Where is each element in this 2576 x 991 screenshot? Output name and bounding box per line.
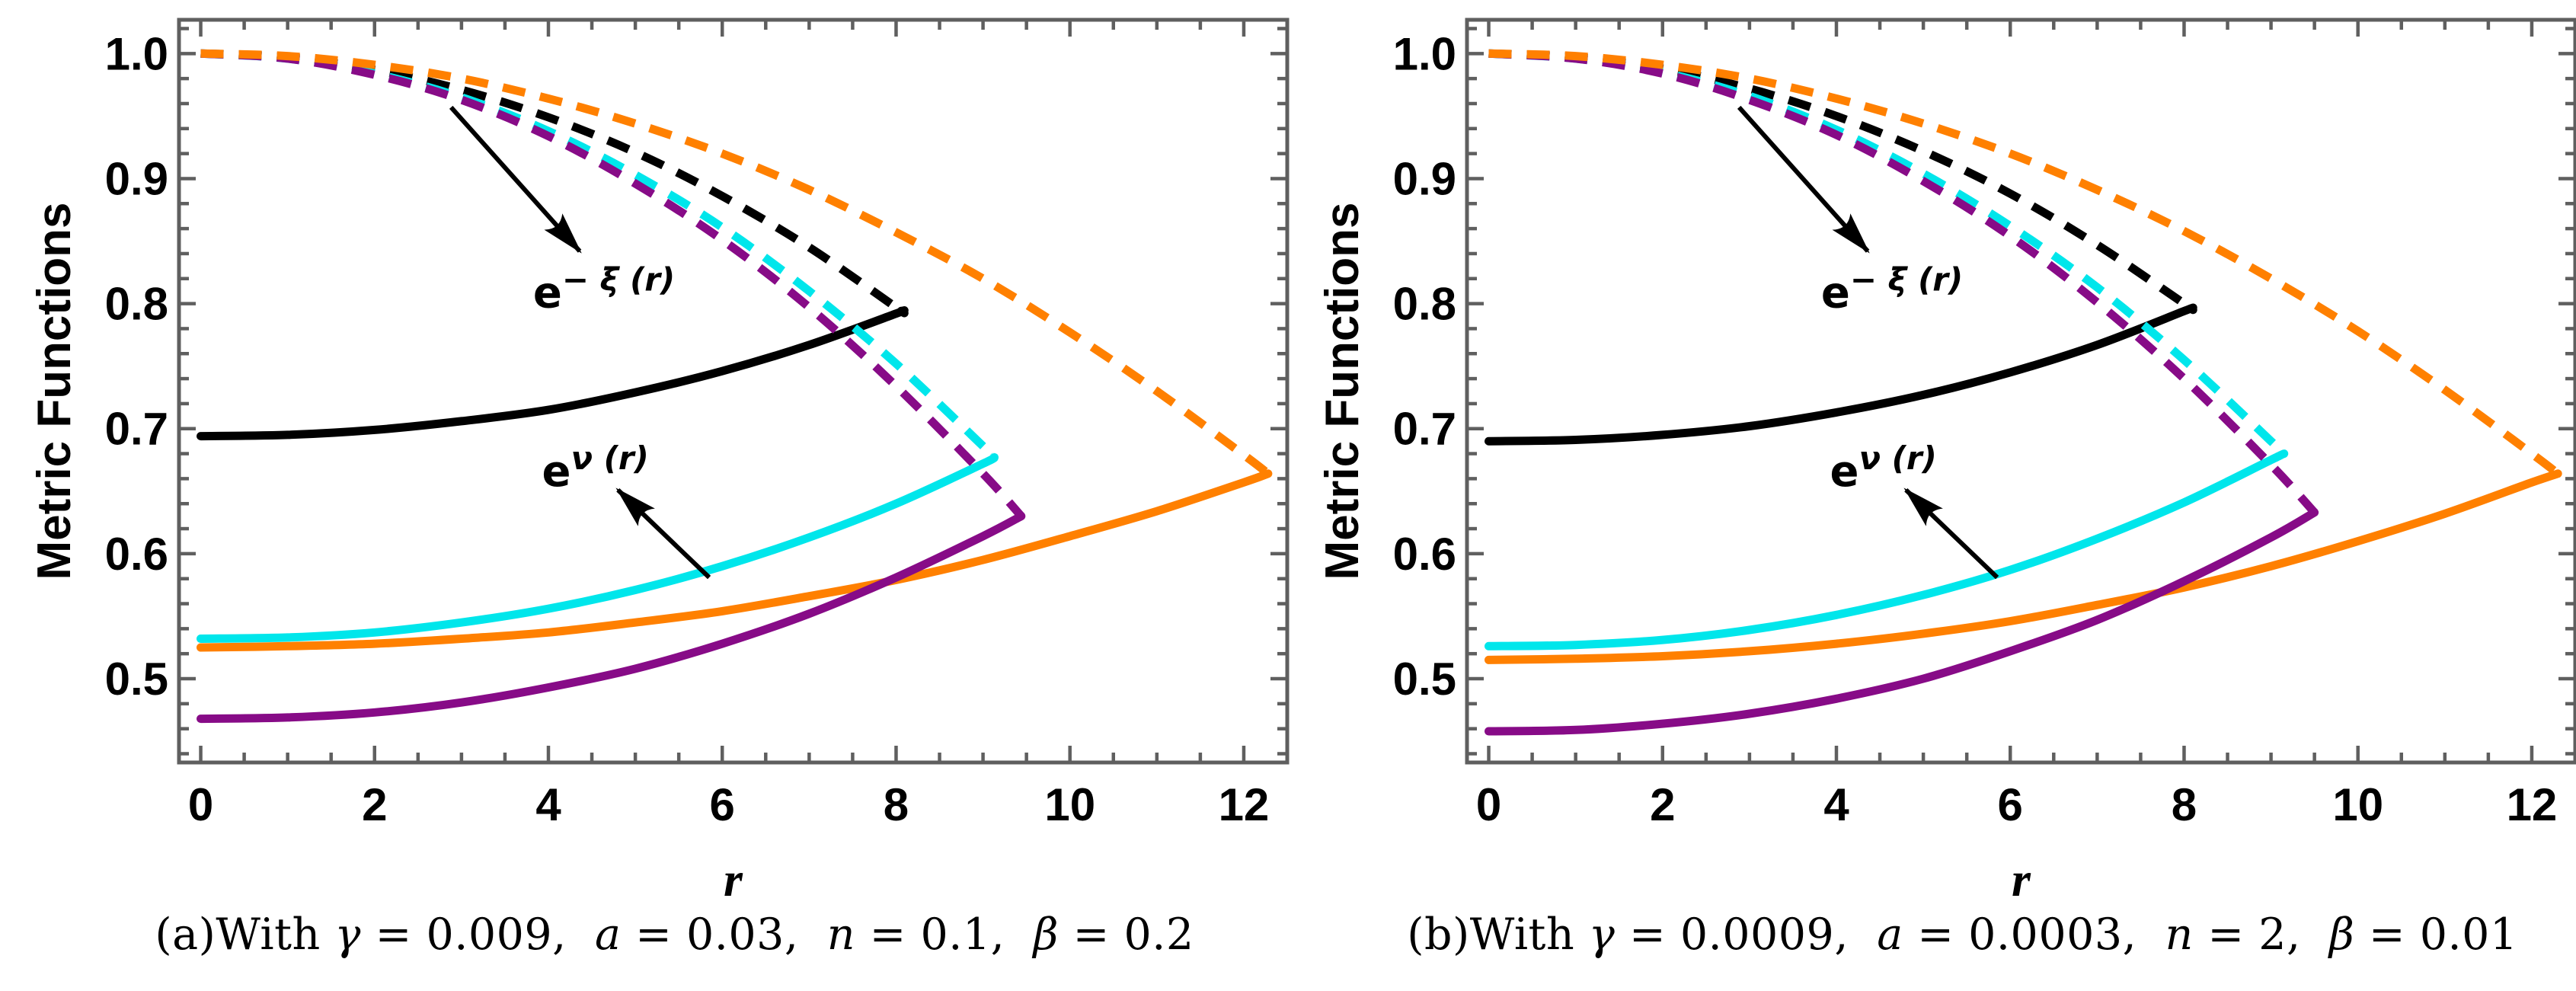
x-tick-label: 12 xyxy=(2507,779,2558,830)
caption-text: = 0.0003, xyxy=(1903,909,2165,960)
y-tick-label: 0.6 xyxy=(105,529,168,580)
caption-variable: β xyxy=(2328,909,2355,960)
x-tick-label: 2 xyxy=(362,779,387,830)
x-tick-label: 8 xyxy=(884,779,909,830)
y-tick-label: 1.0 xyxy=(105,28,168,79)
caption-text: = 2, xyxy=(2193,909,2329,960)
caption-variable: a xyxy=(595,909,622,960)
y-tick-label: 0.7 xyxy=(105,404,168,455)
y-tick-label: 0.8 xyxy=(1393,279,1456,330)
y-tick-label: 0.5 xyxy=(1393,654,1456,705)
caption-text: = 0.009, xyxy=(360,909,596,960)
series-e-nu-r-orange-solid xyxy=(1485,469,2562,664)
caption-variable: a xyxy=(1877,909,1903,960)
caption-text: = 0.2 xyxy=(1058,909,1194,960)
plot-frame xyxy=(177,18,1290,765)
caption-variable: n xyxy=(2165,909,2194,960)
plot-frame xyxy=(1465,18,2576,765)
series-e-nu-r-purple-solid xyxy=(197,512,1026,724)
caption-text: = 0.1, xyxy=(855,909,1034,960)
caption-text: (b)With xyxy=(1407,909,1589,960)
series-e-nu-r-cyan-solid xyxy=(1485,449,2289,651)
panel-b: 0 2 4 6 8 10 12 0.5 0.6 0.7 0.8 0.9 1.0 Metric Functi… xyxy=(1318,12,2576,991)
caption-variable: β xyxy=(1033,909,1059,960)
y-tick-label: 0.8 xyxy=(105,279,168,330)
annotation-arrow-e-nu xyxy=(615,488,711,580)
caption-text: (a)With xyxy=(155,909,335,960)
series-e-xi-r-purple-dashed xyxy=(1488,49,2318,516)
caption-text: = 0.0009, xyxy=(1615,909,1878,960)
caption-variable: γ xyxy=(334,909,361,960)
annotation-arrow-e-nu xyxy=(1903,488,1999,580)
x-tick-label: 2 xyxy=(1650,779,1675,830)
x-tick-label: 0 xyxy=(188,779,213,830)
series-e-xi-r-cyan-dashed xyxy=(1488,49,2287,457)
x-tick-label: 4 xyxy=(1823,779,1849,830)
caption-text: = 0.01 xyxy=(2354,909,2518,960)
series-e-nu-r-cyan-solid xyxy=(197,453,999,643)
axis-ticks xyxy=(179,20,1287,762)
series-e-nu-r-purple-solid xyxy=(1485,508,2319,736)
plot-svg-a: 0 2 4 6 8 10 12 0.5 0.6 0.7 0.8 0.9 1.0 Metric Functi… xyxy=(30,18,1290,906)
series-e-xi-r-orange-dashed xyxy=(200,49,1271,478)
axis-ticks xyxy=(1467,20,2575,762)
y-tick-label: 0.5 xyxy=(105,654,168,705)
series-e-xi-r-orange-dashed xyxy=(1488,49,2561,478)
x-tick-label: 6 xyxy=(1998,779,2023,830)
y-axis-label: Metric Functions xyxy=(30,202,81,580)
x-tick-label: 4 xyxy=(535,779,561,830)
y-tick-label: 0.7 xyxy=(1393,404,1456,455)
x-axis-label: r xyxy=(2012,852,2031,906)
caption-a: (a)With γ = 0.009, a = 0.03, n = 0.1, β … xyxy=(30,909,1318,960)
x-tick-label: 0 xyxy=(1476,779,1501,830)
series-e-xi-r-purple-dashed xyxy=(200,49,1024,519)
annotation-label-e-minus-xi: e− ξ (r) xyxy=(1821,261,1963,318)
plot-svg-b: 0 2 4 6 8 10 12 0.5 0.6 0.7 0.8 0.9 1.0 Metric Functi… xyxy=(1318,18,2576,906)
x-tick-label: 12 xyxy=(1219,779,1270,830)
y-axis-label: Metric Functions xyxy=(1318,202,1369,580)
x-tick-label: 10 xyxy=(2332,779,2383,830)
y-tick-label: 0.9 xyxy=(1393,153,1456,204)
series-e-nu-r-black-solid xyxy=(197,306,909,441)
caption-variable: γ xyxy=(1588,909,1616,960)
annotation-label-e-nu: eν (r) xyxy=(1830,440,1936,497)
y-tick-label: 0.9 xyxy=(105,153,168,204)
x-tick-label: 8 xyxy=(2172,779,2197,830)
annotation-label-e-minus-xi: e− ξ (r) xyxy=(533,261,675,318)
x-tick-label: 10 xyxy=(1044,779,1095,830)
panel-a: 0 2 4 6 8 10 12 0.5 0.6 0.7 0.8 0.9 1.0 Metric Functi… xyxy=(30,12,1318,991)
y-tick-label: 0.6 xyxy=(1393,529,1456,580)
caption-variable: n xyxy=(826,909,855,960)
annotation-arrow-e-minus-xi xyxy=(1737,105,1870,254)
caption-b: (b)With γ = 0.0009, a = 0.0003, n = 2, β… xyxy=(1318,909,2576,960)
y-tick-label: 1.0 xyxy=(1393,28,1456,79)
series-e-nu-r-orange-solid xyxy=(197,469,1273,652)
annotation-arrow-e-minus-xi xyxy=(449,105,582,254)
caption-text: = 0.03, xyxy=(621,909,827,960)
annotation-label-e-nu: eν (r) xyxy=(542,440,648,497)
x-axis-label: r xyxy=(724,852,743,906)
series-e-nu-r-black-solid xyxy=(1485,303,2197,446)
x-tick-label: 6 xyxy=(710,779,735,830)
